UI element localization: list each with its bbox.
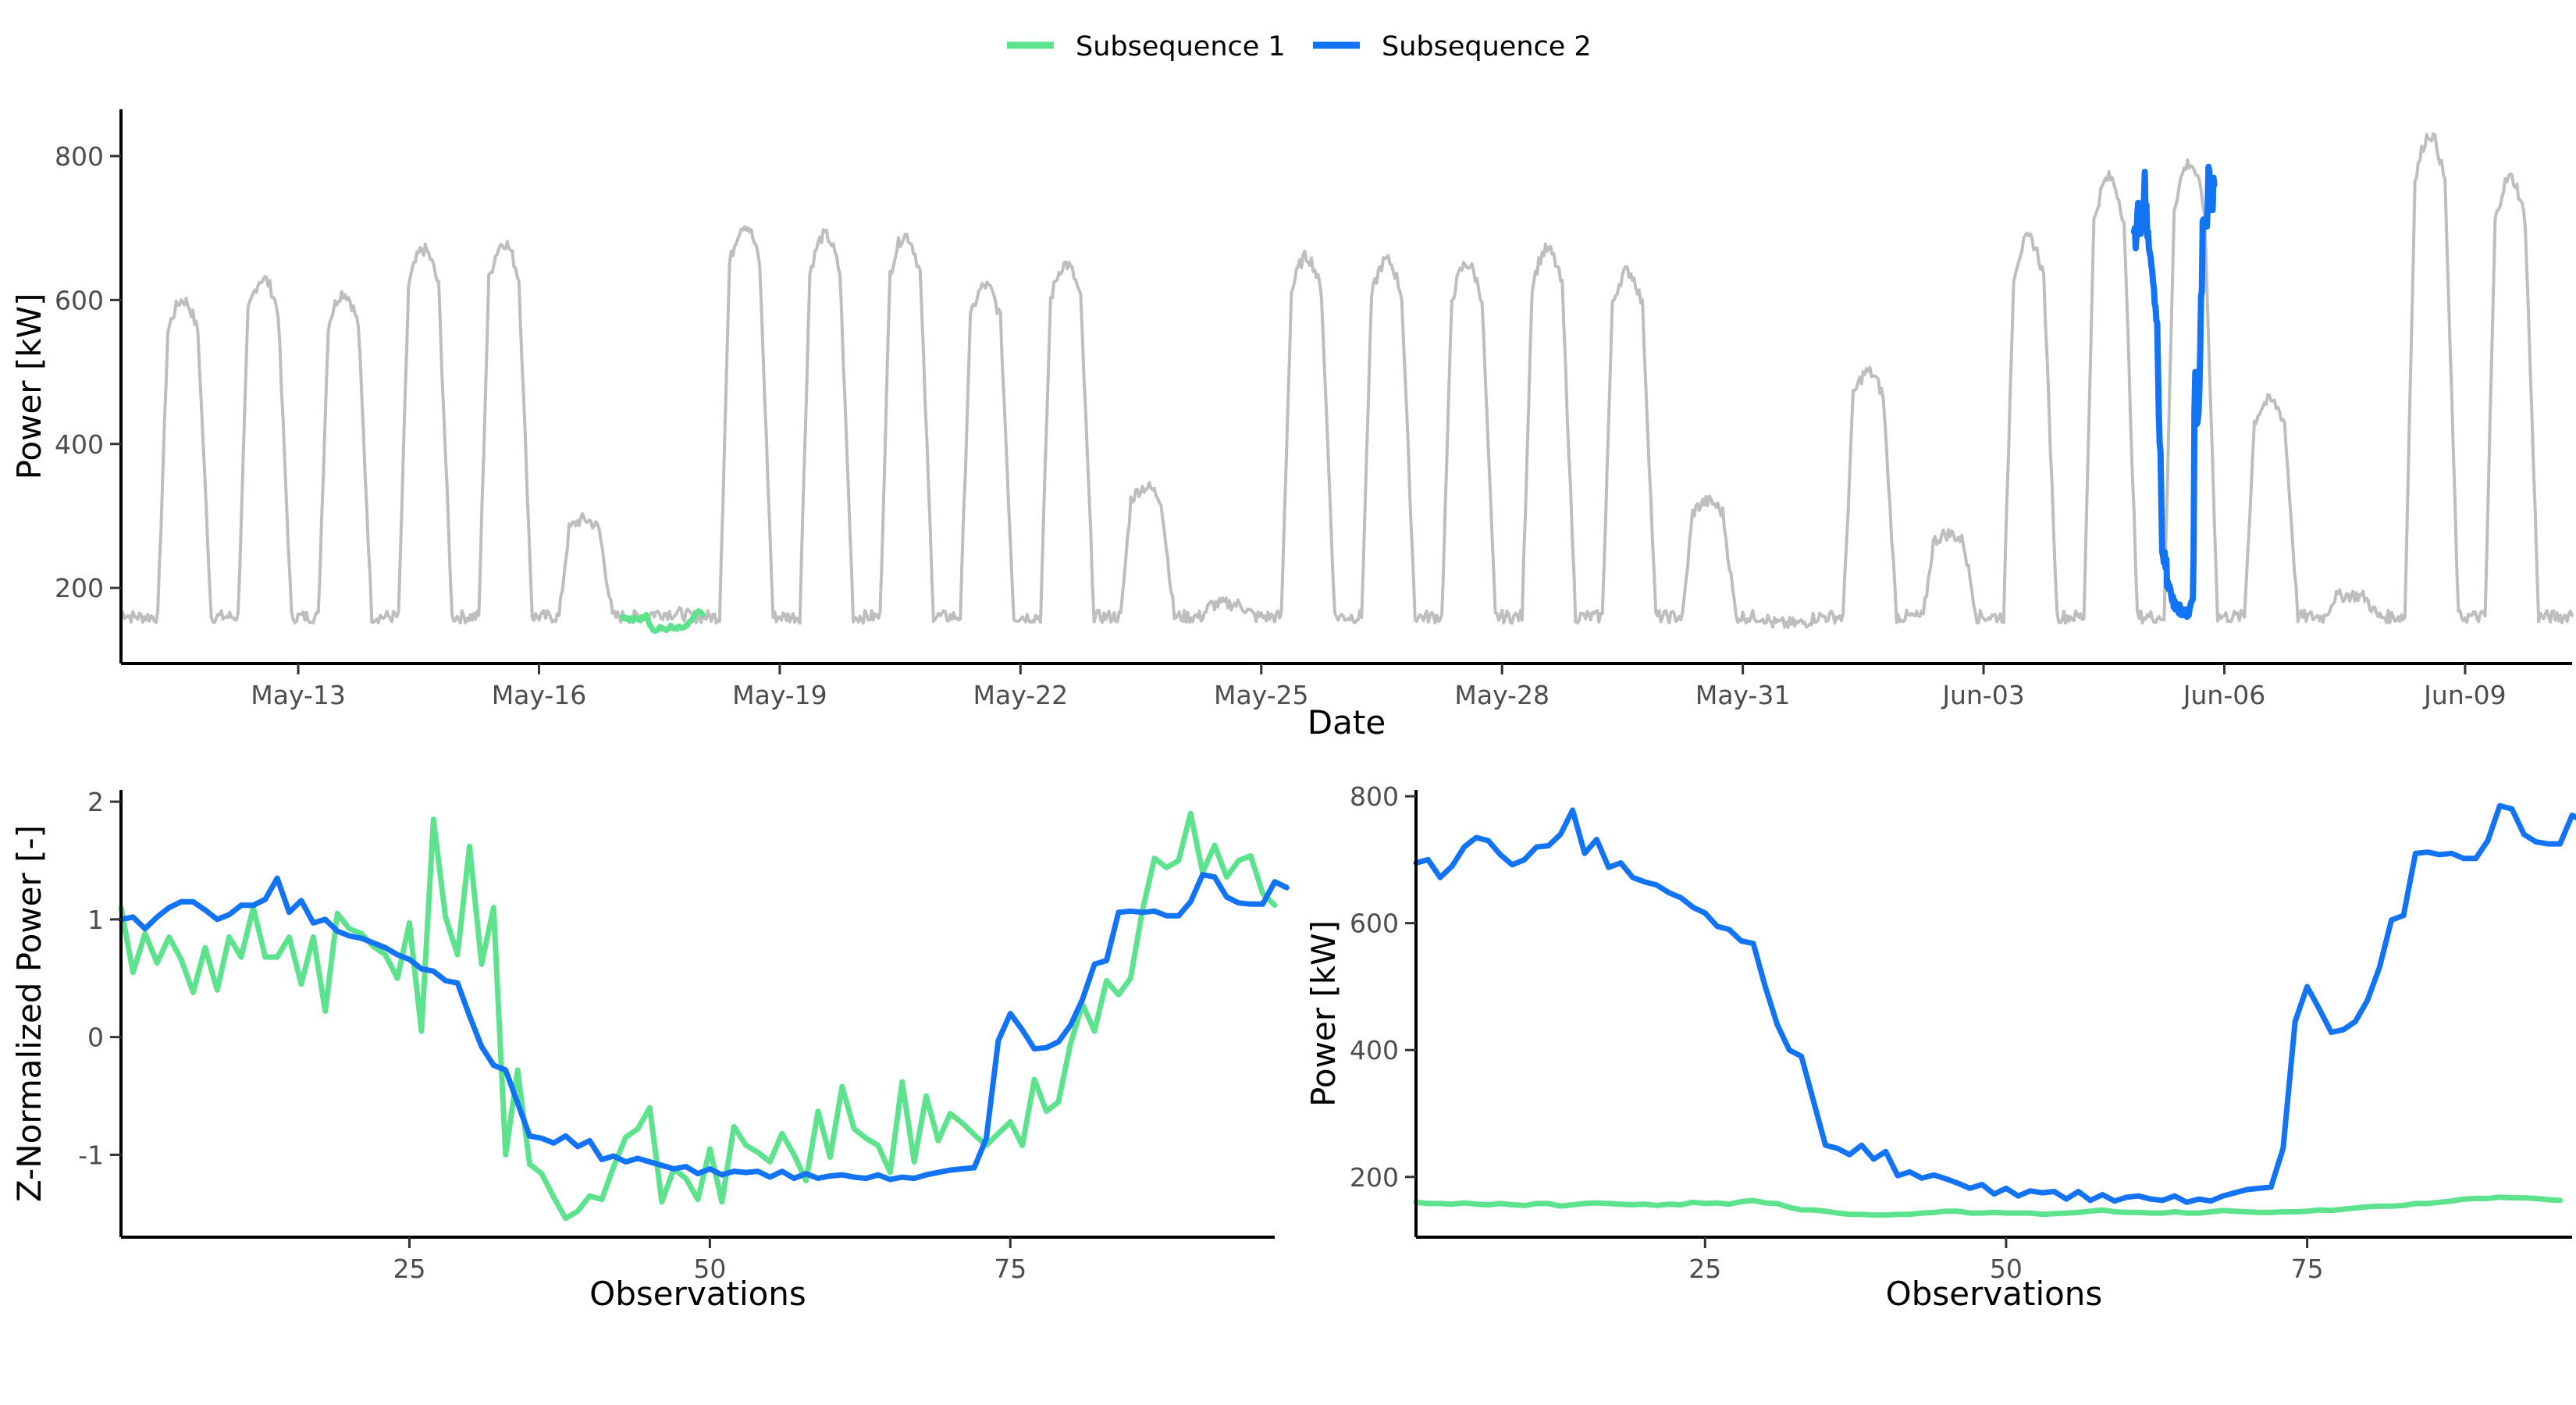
bottom-left-x-tick-label: 50 xyxy=(693,1254,726,1284)
legend-label-subsequence-1: Subsequence 1 xyxy=(1076,31,1286,62)
top-y-axis-title: Power [kW] xyxy=(10,293,48,480)
panel-power-subsequences: 25 50 75 200 400 600 800 Observations Power [kW] xyxy=(1304,781,2576,1313)
legend-label-subsequence-2: Subsequence 2 xyxy=(1382,31,1592,62)
bottom-right-x-tick-label: 75 xyxy=(2291,1254,2324,1284)
top-x-tick-label: May-16 xyxy=(492,680,587,710)
bottom-right-series-line-2 xyxy=(1413,802,2576,1205)
panel-power-timeseries: May-13 May-16 May-19 May-22 May-25 May-28 May-… xyxy=(10,109,2574,742)
top-x-tick-label: Jun-09 xyxy=(2422,680,2506,710)
bottom-left-y-axis-title: Z-Normalized Power [-] xyxy=(10,825,48,1202)
top-x-axis-title: Date xyxy=(1308,703,1386,742)
bottom-right-x-tick-label: 25 xyxy=(1688,1254,1721,1284)
bottom-right-y-tick-label: 200 xyxy=(1350,1162,1399,1193)
bottom-left-y-tick-label: 2 xyxy=(87,787,104,817)
bottom-left-x-tick-label: 25 xyxy=(393,1254,426,1284)
series-line-1 xyxy=(620,608,706,634)
bottom-left-series-line-2 xyxy=(118,872,1290,1183)
series-line-2 xyxy=(2130,163,2218,621)
top-x-tick-label: May-13 xyxy=(251,680,346,710)
top-x-tick-label: May-19 xyxy=(732,680,827,710)
top-y-tick-label: 600 xyxy=(55,285,104,315)
bottom-left-y-tick-label: 1 xyxy=(87,905,104,935)
top-x-tick-label: Jun-03 xyxy=(1941,680,2024,710)
bottom-right-x-axis-title: Observations xyxy=(1886,1275,2103,1313)
legend: Subsequence 1 Subsequence 2 xyxy=(1007,31,1592,62)
bottom-left-series-line-1 xyxy=(118,810,1278,1222)
bottom-left-x-tick-label: 75 xyxy=(994,1254,1026,1284)
top-x-tick-label: May-28 xyxy=(1454,680,1550,710)
bottom-right-y-axis-title: Power [kW] xyxy=(1304,920,1343,1107)
bottom-right-y-tick-label: 400 xyxy=(1350,1035,1399,1065)
bottom-left-y-tick-label: -1 xyxy=(78,1140,104,1170)
panel-z-normalized: 25 50 75 -1 0 1 2 Observations Z-Normalized Powe… xyxy=(10,787,1290,1313)
top-y-tick-label: 200 xyxy=(55,573,104,603)
bottom-right-x-tick-label: 50 xyxy=(1990,1254,2023,1284)
background-series-line xyxy=(119,132,2574,629)
bottom-left-y-tick-label: 0 xyxy=(87,1023,104,1053)
bottom-right-series-line-1 xyxy=(1413,1194,2564,1218)
top-x-tick-label: May-31 xyxy=(1695,680,1791,710)
top-x-tick-label: May-25 xyxy=(1214,680,1309,710)
bottom-right-y-tick-label: 800 xyxy=(1350,781,1399,812)
top-x-tick-label: May-22 xyxy=(973,680,1069,710)
bottom-left-x-axis-title: Observations xyxy=(589,1275,806,1313)
top-x-tick-label: Jun-06 xyxy=(2182,680,2265,710)
bottom-right-y-tick-label: 600 xyxy=(1350,909,1399,939)
top-y-tick-label: 400 xyxy=(55,429,104,460)
top-y-tick-label: 800 xyxy=(55,141,104,172)
